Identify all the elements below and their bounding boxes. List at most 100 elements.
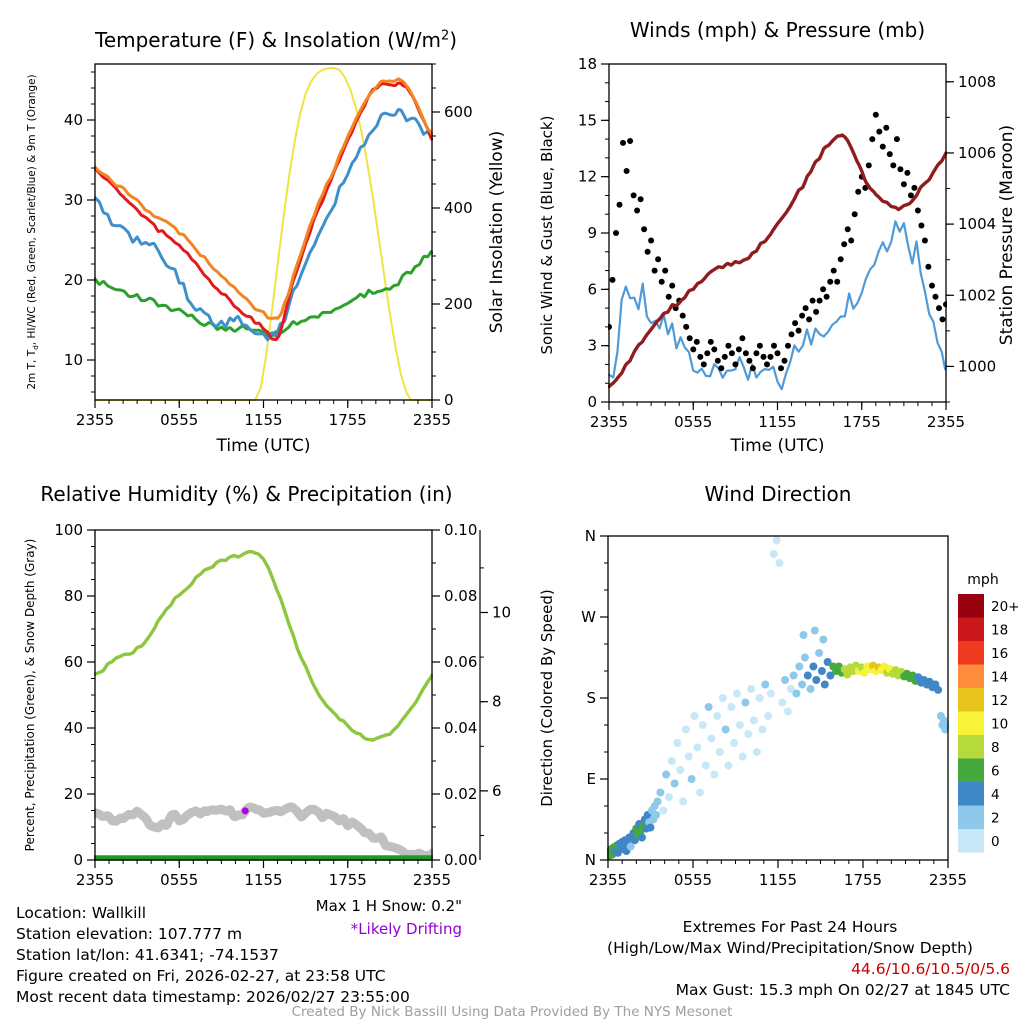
svg-text:20: 20 [64, 785, 83, 803]
svg-text:1755: 1755 [843, 413, 881, 431]
legend-swatch-16 [958, 641, 984, 665]
svg-text:0.10: 0.10 [444, 521, 477, 539]
svg-text:15: 15 [578, 111, 597, 129]
winds-pressure-chart: 2355 0555 1155 1755 2355 0 3 6 9 12 15 18 1000 1002 10… [578, 55, 996, 431]
svg-text:12: 12 [578, 168, 597, 186]
svg-text:0.00: 0.00 [444, 851, 477, 869]
rh-chart-title: Relative Humidity (%) & Precipitation (i… [40, 482, 453, 506]
svg-text:1155: 1155 [244, 411, 282, 429]
svg-text:0.04: 0.04 [444, 719, 477, 737]
legend-swatch-2 [958, 805, 984, 829]
insolation-yaxis-title: Solar Insolation (Yellow) [487, 130, 507, 334]
humidity-precip-chart: 2355 0555 1155 1755 2355 0 20 40 60 80 100 0.00 0.02… [54, 521, 511, 889]
legend-swatch-20+ [958, 594, 984, 618]
temp-title-pre: Temperature (F) & Insolation (W/m [95, 28, 441, 52]
svg-text:200: 200 [444, 295, 473, 313]
series-sonic-wind-blue [608, 220, 947, 391]
svg-text:3: 3 [587, 337, 597, 355]
station-info-block: Location: Wallkill Station elevation: 10… [16, 903, 410, 1008]
svg-text:2355: 2355 [927, 413, 965, 431]
svg-text:6: 6 [587, 280, 597, 298]
svg-text:10: 10 [64, 351, 83, 369]
wind-series-layer [608, 111, 947, 391]
legend-swatch-6 [958, 758, 984, 782]
svg-text:1155: 1155 [759, 871, 797, 889]
svg-text:1755: 1755 [329, 871, 367, 889]
extremes-block: Extremes For Past 24 Hours (High/Low/Max… [570, 917, 1010, 1001]
svg-text:400: 400 [444, 199, 473, 217]
svg-text:N: N [585, 527, 596, 545]
svg-text:80: 80 [64, 587, 83, 605]
svg-text:N: N [585, 851, 596, 869]
series-temp-9m-orange [94, 77, 433, 320]
svg-text:0: 0 [73, 851, 83, 869]
series-pressure-maroon [608, 133, 947, 389]
svg-text:20+: 20+ [991, 599, 1020, 615]
temp-xaxis-title: Time (UTC) [216, 436, 311, 456]
svg-text:0: 0 [444, 391, 454, 409]
temp-yaxis-title: 2m T, Td, HI/WC (Red, Green, Scarlet/Blu… [25, 74, 41, 390]
legend-swatch-4 [958, 782, 984, 806]
svg-text:18: 18 [578, 55, 597, 73]
series-relative-humidity-green [94, 549, 433, 742]
svg-text:10: 10 [492, 604, 511, 622]
svg-text:40: 40 [64, 719, 83, 737]
svg-text:E: E [587, 770, 596, 788]
svg-text:30: 30 [64, 191, 83, 209]
temp-chart-title: Temperature (F) & Insolation (W/m2) [95, 28, 457, 52]
svg-text:1755: 1755 [329, 411, 367, 429]
wind-xaxis-title: Time (UTC) [730, 436, 825, 456]
data-timestamp: Most recent data timestamp: 2026/02/27 2… [16, 988, 410, 1006]
station-elevation: Station elevation: 107.777 m [16, 925, 243, 943]
svg-text:0.02: 0.02 [444, 785, 477, 803]
svg-text:0: 0 [587, 393, 597, 411]
svg-text:8: 8 [991, 740, 1000, 756]
svg-text:14: 14 [991, 669, 1008, 685]
svg-text:600: 600 [444, 103, 473, 121]
svg-text:2355: 2355 [413, 411, 451, 429]
svg-text:4: 4 [991, 787, 1000, 803]
svg-text:W: W [581, 608, 596, 626]
series-dewpoint-green [94, 250, 433, 338]
svg-text:9: 9 [587, 224, 597, 242]
svg-text:2355: 2355 [76, 871, 114, 889]
svg-text:0555: 0555 [160, 411, 198, 429]
pressure-yaxis-title: Station Pressure (Maroon) [997, 124, 1017, 346]
legend-swatch-8 [958, 735, 984, 759]
svg-text:1755: 1755 [844, 871, 882, 889]
svg-text:1008: 1008 [958, 73, 996, 91]
legend-swatch-18 [958, 617, 984, 641]
wdir-yaxis-title: Direction (Colored By Speed) [538, 589, 556, 807]
svg-text:S: S [586, 689, 596, 707]
svg-text:0555: 0555 [160, 871, 198, 889]
svg-text:2355: 2355 [413, 871, 451, 889]
wdir-axes: 2355 0555 1155 1755 2355 N E S W N [581, 527, 967, 889]
temp-title-post: ) [449, 28, 458, 52]
svg-text:8: 8 [492, 693, 502, 711]
svg-text:0.06: 0.06 [444, 653, 477, 671]
wdir-series-layer [607, 536, 949, 860]
wind-chart-title: Winds (mph) & Pressure (mb) [629, 18, 926, 42]
svg-text:mph: mph [967, 572, 998, 588]
svg-text:1155: 1155 [244, 871, 282, 889]
svg-text:6: 6 [991, 763, 1000, 779]
svg-text:60: 60 [64, 653, 83, 671]
svg-text:2355: 2355 [590, 413, 628, 431]
svg-text:2: 2 [991, 810, 1000, 826]
svg-text:100: 100 [54, 521, 83, 539]
svg-text:0555: 0555 [674, 413, 712, 431]
rh-series-layer [94, 549, 433, 861]
extremes-title: Extremes For Past 24 Hours [682, 918, 898, 936]
wind-speed-legend: mph 20+ 18 16 14 12 10 8 6 4 2 0 [958, 572, 1020, 853]
station-location: Location: Wallkill [16, 904, 147, 922]
svg-text:1155: 1155 [758, 413, 796, 431]
svg-text:18: 18 [991, 622, 1008, 638]
svg-text:2355: 2355 [76, 411, 114, 429]
svg-text:6: 6 [492, 782, 502, 800]
legend-swatch-12 [958, 688, 984, 712]
svg-text:0: 0 [991, 834, 1000, 850]
series-snow-depth-gray [94, 802, 433, 861]
wind-axes: 2355 0555 1155 1755 2355 0 3 6 9 12 15 18 1000 1002 10… [578, 55, 996, 431]
svg-text:12: 12 [991, 693, 1008, 709]
